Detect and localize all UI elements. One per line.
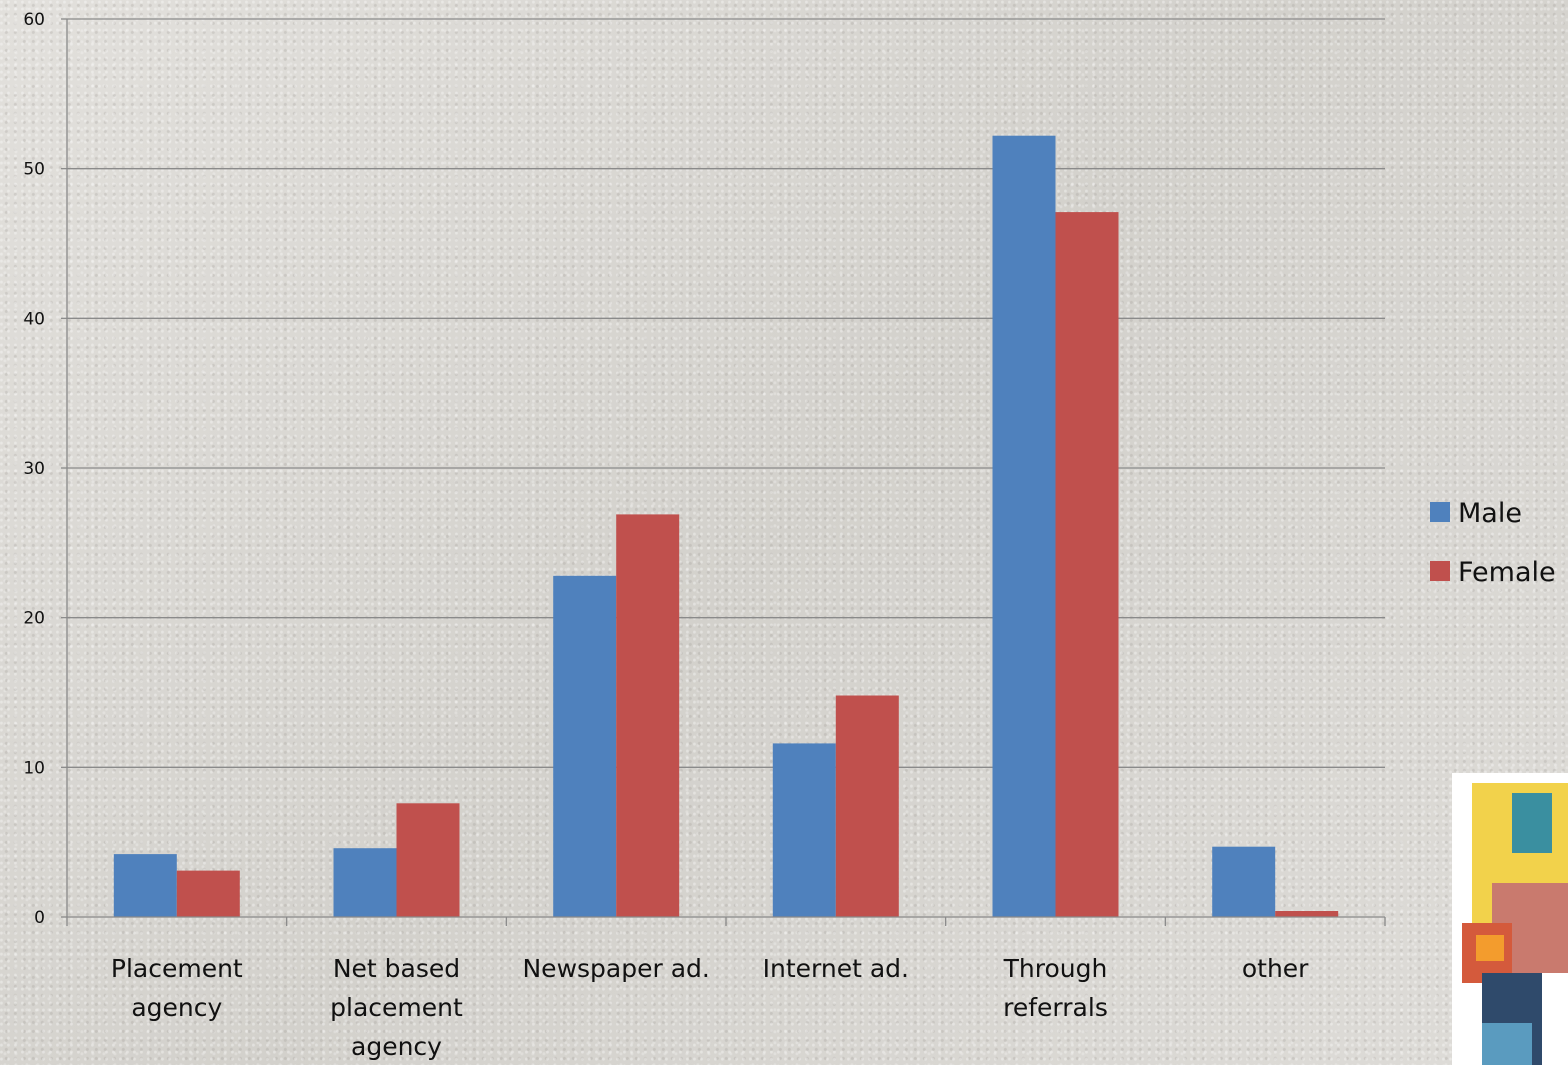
legend: Male Female [1430,498,1556,588]
x-tick-label-line: agency [351,1032,442,1061]
legend-swatch-male [1430,502,1450,522]
x-tick-label-line: other [1242,954,1309,983]
y-tick-label: 50 [23,160,45,180]
bar-female-5 [1275,911,1339,917]
legend-swatch-female [1430,561,1450,581]
x-tick-label-line: Placement [111,954,243,983]
bar-female-2 [616,514,680,917]
x-tick-label: Through referrals [1003,954,1108,1022]
x-tick-label-line: Newspaper ad. [522,954,709,983]
y-tick-label: 20 [23,609,45,629]
bar-male-0 [113,854,177,917]
x-tick-label-line: referrals [1003,993,1108,1022]
bar-male-1 [333,848,397,917]
x-tick-label: Newspaper ad. [522,954,709,983]
bar-male-2 [553,575,617,917]
x-tick-label: Internet ad. [763,954,909,983]
bar-female-4 [1055,212,1119,918]
bar-male-5 [1212,846,1276,917]
y-tick-label: 30 [23,459,45,479]
bar-male-3 [772,743,836,917]
bar-male-4 [992,135,1056,917]
y-tick-label: 40 [23,309,45,329]
y-tick-label: 60 [23,10,45,30]
x-tick-label-line: placement [330,993,463,1022]
legend-label-female: Female [1458,557,1556,588]
y-tick-label: 10 [23,758,45,778]
axes: 0 10 20 30 40 50 60 Placement agency Net based pla… [23,10,1386,1061]
bar-female-0 [176,870,240,917]
legend-label-male: Male [1458,498,1522,529]
x-tick-label-line: Net based [333,954,460,983]
x-tick-label-line: agency [131,993,222,1022]
grid [67,18,1385,768]
decorative-clipart-image [1452,773,1568,1065]
bar-female-1 [396,803,460,917]
x-tick-label: other [1242,954,1309,983]
bars [113,135,1339,918]
x-tick-label-line: Internet ad. [763,954,909,983]
x-tick-label-line: Through [1003,954,1108,983]
y-tick-label: 0 [34,908,45,928]
x-tick-label: Placement agency [111,954,243,1022]
x-tick-label: Net based placement agency [330,954,463,1061]
bar-female-3 [835,695,899,917]
